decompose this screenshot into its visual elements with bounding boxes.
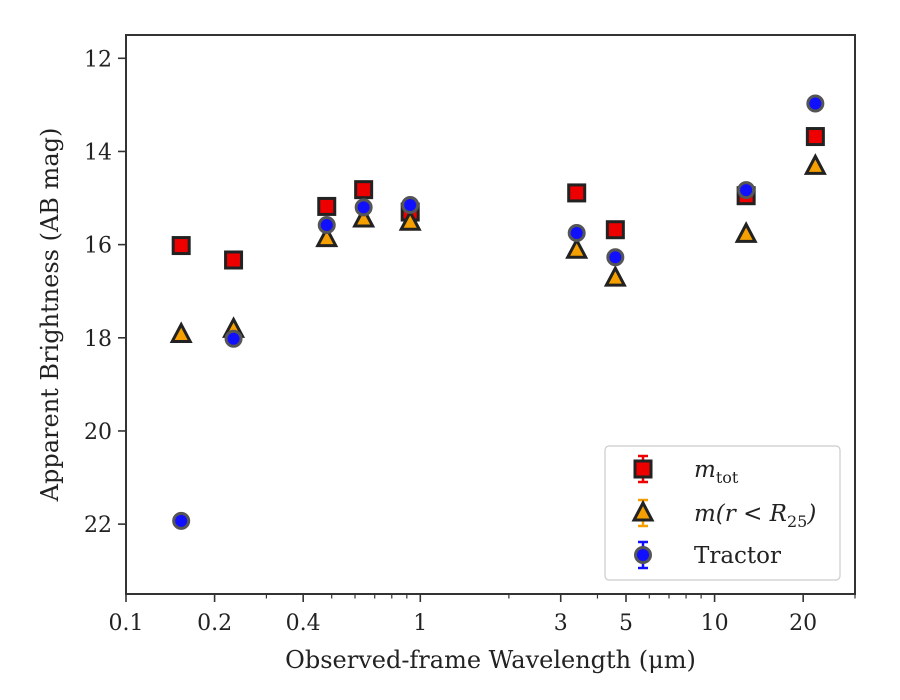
ticks-layer: 0.1 0.2 0.4 1 3 5 10 20 12 14 16 18 20 22: [84, 47, 856, 636]
legend-label-end-1: ): [806, 501, 816, 527]
series-2-point-3: [354, 198, 373, 217]
legend-marker-0: [633, 459, 653, 479]
series-2-point-4: [401, 196, 420, 215]
series-1-point-3: [352, 205, 376, 228]
series-1-point-8: [803, 153, 827, 175]
legend-items: mtot m(r < R25) Tractor: [631, 454, 816, 570]
series-2-point-0: [172, 511, 191, 530]
series-1-point-5: [565, 237, 589, 259]
legend-item-0: mtot: [633, 454, 739, 487]
y-tick-label-0: 12: [84, 47, 112, 72]
series-0-point-1: [224, 250, 244, 270]
x-tick-label-3: 1: [413, 611, 427, 636]
y-tick-label-1: 14: [84, 140, 112, 165]
series-2-point-6: [606, 248, 625, 267]
legend-label-2: Tractor: [694, 543, 781, 569]
x-tick-label-0: 0.1: [109, 611, 144, 636]
legend-marker-1: [631, 499, 655, 522]
x-tick-label-1: 0.2: [197, 611, 232, 636]
y-axis-label: Apparent Brightness (AB mag): [36, 128, 64, 503]
markers-layer: [169, 94, 827, 530]
y-tick-label-5: 22: [84, 513, 112, 538]
x-tick-label-5: 5: [619, 611, 633, 636]
series-1-point-6: [603, 264, 627, 287]
legend: mtot m(r < R25) Tractor: [604, 445, 841, 581]
legend-box: [604, 445, 841, 581]
series-1-point-0: [169, 321, 193, 344]
x-tick-label-2: 0.4: [286, 611, 321, 636]
x-tick-label-7: 20: [789, 611, 817, 636]
y-tick-label-4: 20: [84, 420, 112, 445]
series-1: [169, 153, 827, 344]
legend-marker-2: [634, 546, 652, 564]
legend-label-1: m(r < R25): [694, 501, 816, 531]
legend-item-2: Tractor: [634, 540, 781, 570]
series-1-point-2: [315, 225, 339, 248]
series-0: [171, 127, 825, 270]
series-2-point-2: [317, 216, 336, 235]
legend-item-1: m(r < R25): [631, 498, 816, 531]
series-1-point-7: [734, 221, 758, 243]
series-2-point-5: [567, 223, 586, 242]
x-tick-label-6: 10: [701, 611, 729, 636]
series-2-point-7: [737, 181, 756, 200]
plot-frame: [125, 34, 856, 595]
series-0-point-6: [605, 220, 625, 240]
legend-label-sub-0: tot: [716, 468, 739, 487]
series-0-point-0: [171, 236, 191, 256]
legend-label-0: mtot: [694, 457, 739, 487]
series-2-point-1: [224, 329, 243, 348]
legend-label-main-0: m: [694, 457, 716, 483]
series-0-point-5: [567, 183, 587, 203]
legend-label-sub-1: 25: [787, 512, 807, 531]
series-0-point-3: [354, 180, 374, 200]
series-0-point-2: [317, 196, 337, 216]
series-0-point-8: [805, 127, 825, 147]
series-1-point-4: [398, 209, 422, 231]
x-tick-label-4: 3: [554, 611, 568, 636]
legend-label-main-1: m(r < R: [694, 501, 787, 527]
series-2-point-8: [806, 94, 825, 113]
y-tick-label-2: 16: [84, 234, 112, 259]
y-tick-label-3: 18: [84, 327, 112, 352]
legend-label-main-2: Tractor: [694, 543, 781, 569]
x-axis-label: Observed-frame Wavelength (μm): [285, 646, 696, 674]
series-2: [172, 94, 825, 530]
